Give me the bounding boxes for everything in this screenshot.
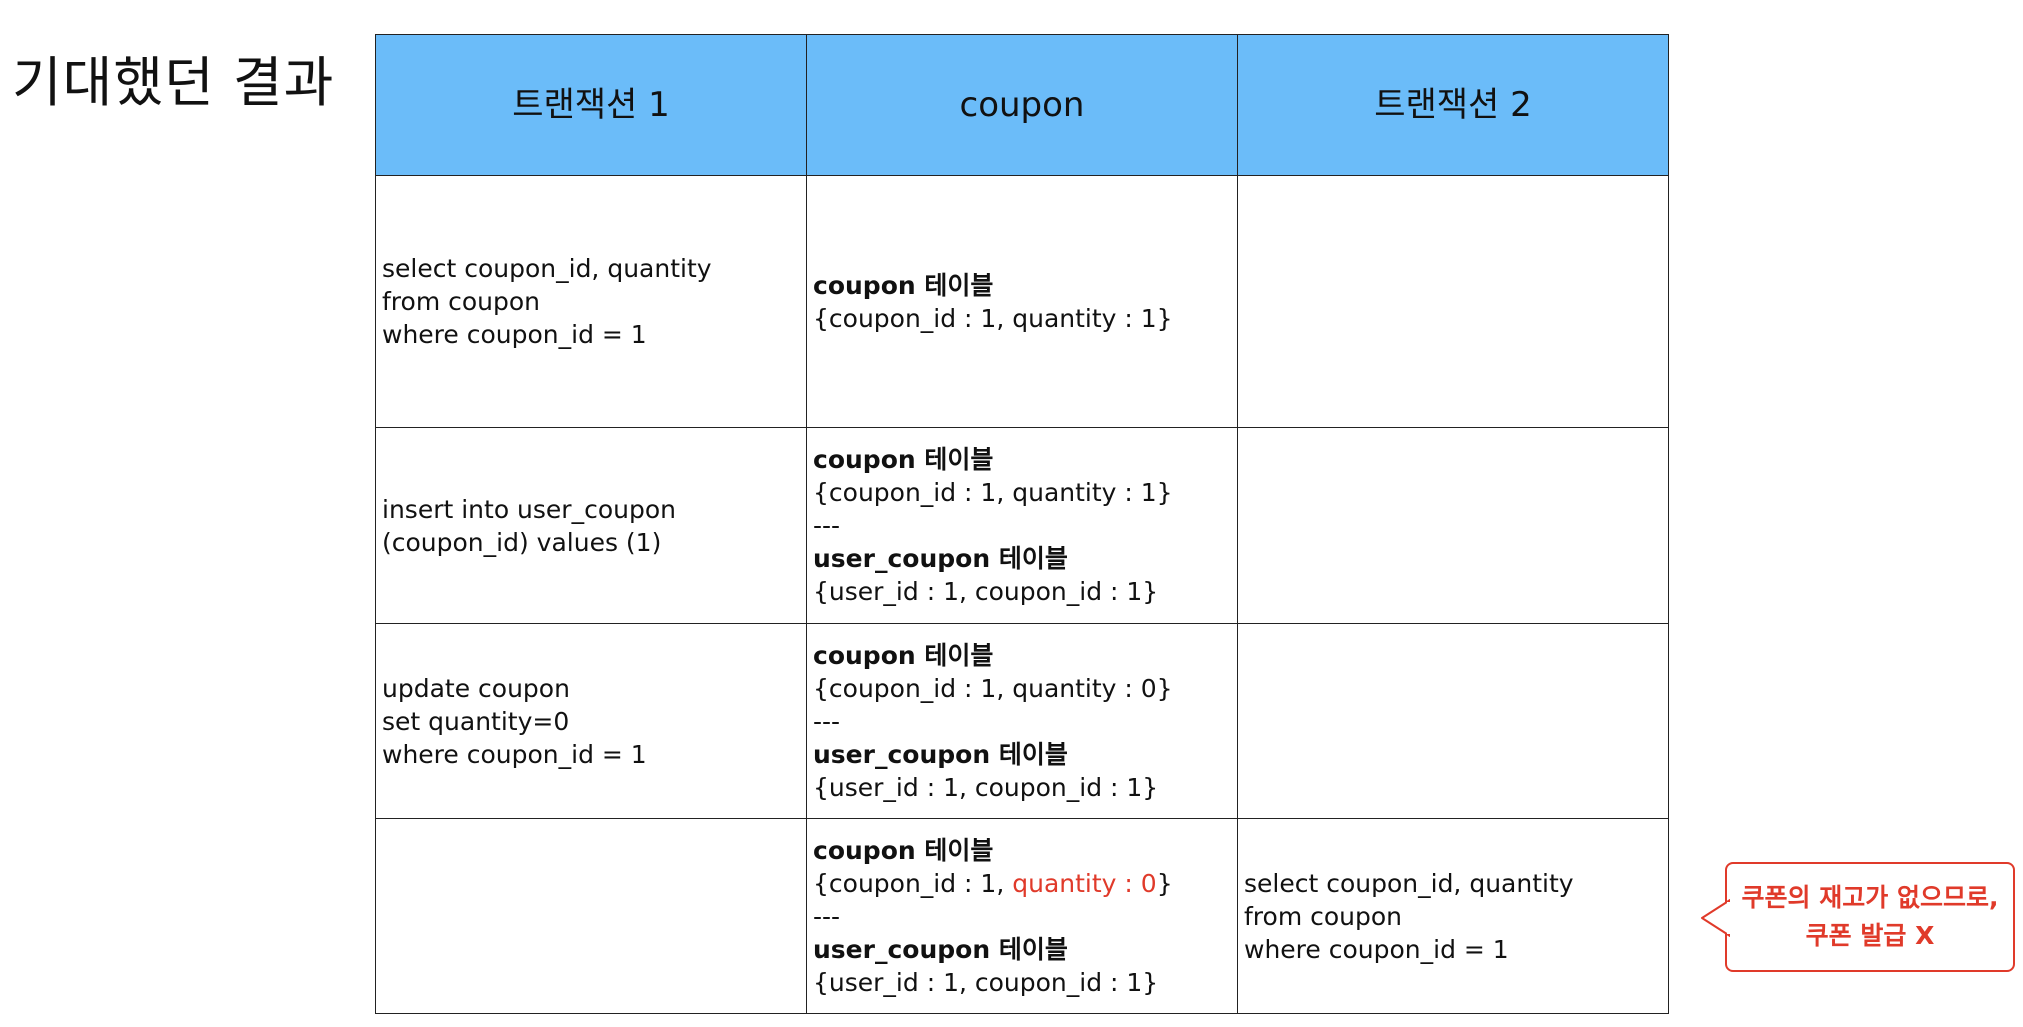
table-name: coupon 테이블 <box>813 445 994 474</box>
sql-line: where coupon_id = 1 <box>382 320 647 349</box>
separator: --- <box>813 511 841 540</box>
table-name: coupon 테이블 <box>813 270 994 300</box>
table-data: {user_id : 1, coupon_id : 1} <box>813 967 1159 997</box>
sql-line: select coupon_id, quantity <box>1244 868 1574 898</box>
tx2-cell <box>1237 175 1669 428</box>
table-name: user_coupon 테이블 <box>813 739 1068 769</box>
tx1-cell <box>375 818 807 1014</box>
table-name: coupon 테이블 <box>813 640 994 670</box>
separator: --- <box>813 901 841 931</box>
coupon-cell: coupon 테이블 {coupon_id : 1, quantity : 0}… <box>806 623 1238 819</box>
table-row: select coupon_id, quantity from coupon w… <box>375 175 1669 428</box>
table-data: {coupon_id : 1, quantity : 0} <box>813 867 1231 900</box>
callout-line-2: 쿠폰 발급 X <box>1805 921 1935 950</box>
callout-note: 쿠폰의 재고가 없으므로, 쿠폰 발급 X <box>1725 862 2015 972</box>
tx1-cell: select coupon_id, quantity from coupon w… <box>375 175 807 428</box>
sql-line: select coupon_id, quantity <box>382 254 712 283</box>
sql-line: where coupon_id = 1 <box>1244 934 1509 964</box>
header-transaction-2: 트랜잭션 2 <box>1237 34 1669 176</box>
header-coupon: coupon <box>806 34 1238 176</box>
table-data: {user_id : 1, coupon_id : 1} <box>813 772 1159 802</box>
table-data: {coupon_id : 1, quantity : 1} <box>813 478 1173 507</box>
table-data: {coupon_id : 1, quantity : 1} <box>813 303 1173 333</box>
coupon-cell: coupon 테이블 {coupon_id : 1, quantity : 1} <box>806 175 1238 428</box>
sql-line: update coupon <box>382 673 570 703</box>
table-header-row: 트랜잭션 1 coupon 트랜잭션 2 <box>375 34 1669 176</box>
tx1-cell: insert into user_coupon (coupon_id) valu… <box>375 427 807 624</box>
transaction-table: 트랜잭션 1 coupon 트랜잭션 2 select coupon_id, q… <box>375 34 1669 1014</box>
table-name: coupon 테이블 <box>813 835 994 865</box>
table-name: user_coupon 테이블 <box>813 934 1068 964</box>
table-data: {coupon_id : 1, quantity : 0} <box>813 673 1173 703</box>
page-title: 기대했던 결과 <box>12 51 335 114</box>
callout-line-1: 쿠폰의 재고가 없으므로, <box>1741 883 1999 912</box>
tx2-cell <box>1237 427 1669 624</box>
tx2-cell <box>1237 623 1669 819</box>
tx2-cell: select coupon_id, quantity from coupon w… <box>1237 818 1669 1014</box>
sql-line: (coupon_id) values (1) <box>382 527 662 557</box>
separator: --- <box>813 706 841 736</box>
coupon-cell: coupon 테이블 {coupon_id : 1, quantity : 0}… <box>806 818 1238 1014</box>
sql-line: from coupon <box>382 287 541 316</box>
coupon-cell: coupon 테이블 {coupon_id : 1, quantity : 1}… <box>806 427 1238 624</box>
sql-line: insert into user_coupon <box>382 494 676 524</box>
sql-line: set quantity=0 <box>382 706 570 736</box>
quantity-highlight: quantity : 0 <box>1012 868 1157 898</box>
header-transaction-1: 트랜잭션 1 <box>375 34 807 176</box>
tx1-cell: update coupon set quantity=0 where coupo… <box>375 623 807 819</box>
sql-line: from coupon <box>1244 901 1403 931</box>
table-data: {user_id : 1, coupon_id : 1} <box>813 577 1159 606</box>
table-data-prefix: {coupon_id : 1, <box>813 868 1013 898</box>
table-data-suffix: } <box>1156 868 1173 898</box>
table-row: insert into user_coupon (coupon_id) valu… <box>375 427 1669 624</box>
sql-line: where coupon_id = 1 <box>382 739 647 769</box>
table-name: user_coupon 테이블 <box>813 544 1068 573</box>
callout-pointer-icon <box>1701 899 1730 937</box>
table-row: coupon 테이블 {coupon_id : 1, quantity : 0}… <box>375 818 1669 1014</box>
table-row: update coupon set quantity=0 where coupo… <box>375 623 1669 819</box>
